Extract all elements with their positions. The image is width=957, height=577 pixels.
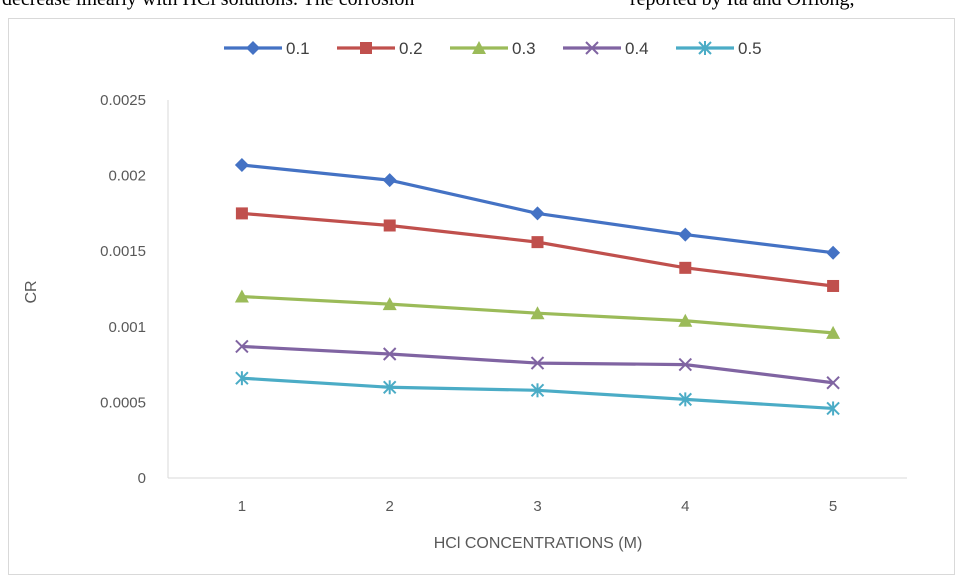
series-line bbox=[241, 211, 834, 288]
legend-marker bbox=[698, 41, 712, 55]
series-0.3 bbox=[234, 289, 841, 339]
data-point bbox=[678, 357, 693, 372]
data-point bbox=[235, 207, 248, 220]
series-line bbox=[241, 344, 834, 385]
series-0.1 bbox=[234, 158, 841, 260]
legend-item: 0.1 bbox=[224, 39, 310, 58]
data-point bbox=[827, 279, 840, 292]
data-point bbox=[531, 236, 544, 249]
x-tick-label: 2 bbox=[386, 498, 394, 515]
legend-item: 0.4 bbox=[563, 39, 649, 58]
legend-label: 0.2 bbox=[399, 39, 423, 58]
y-tick-label: 0 bbox=[138, 470, 146, 487]
chart-legend: 0.1 0.2 0.3 0.4 0.5 bbox=[224, 39, 762, 58]
legend-marker bbox=[360, 42, 372, 54]
data-point bbox=[382, 380, 397, 395]
data-point bbox=[235, 339, 249, 354]
x-tick-labels: 1 2 3 4 5 bbox=[238, 498, 838, 515]
document-text-fragment: decrease linearly with HCl solutions. Th… bbox=[0, 0, 957, 24]
data-point bbox=[678, 227, 693, 242]
data-point bbox=[530, 356, 545, 370]
legend-label: 0.4 bbox=[625, 39, 649, 58]
data-point bbox=[530, 206, 545, 221]
y-tick-label: 0.0015 bbox=[100, 243, 146, 260]
legend-label: 0.3 bbox=[512, 39, 536, 58]
x-tick-label: 3 bbox=[533, 498, 541, 515]
data-point bbox=[826, 401, 840, 416]
data-point bbox=[530, 306, 545, 320]
legend-item: 0.5 bbox=[676, 39, 762, 58]
data-point bbox=[382, 297, 397, 311]
data-point bbox=[678, 313, 693, 327]
data-point bbox=[382, 173, 397, 188]
x-axis-title: HCl CONCENTRATIONS (M) bbox=[434, 535, 643, 552]
data-point bbox=[234, 158, 249, 173]
data-point bbox=[679, 261, 692, 274]
x-tick-label: 4 bbox=[681, 498, 689, 515]
series-0.4 bbox=[235, 339, 840, 390]
data-point bbox=[382, 347, 397, 361]
legend-label: 0.5 bbox=[738, 39, 762, 58]
header-text-left: decrease linearly with HCl solutions. Th… bbox=[2, 0, 414, 11]
series-0.5 bbox=[235, 371, 840, 416]
x-tick-label: 1 bbox=[238, 498, 246, 515]
legend-marker bbox=[246, 41, 260, 55]
y-tick-label: 0.0005 bbox=[100, 394, 146, 411]
chart-series bbox=[234, 158, 841, 416]
legend-item: 0.2 bbox=[337, 39, 423, 58]
x-tick-label: 5 bbox=[829, 498, 837, 515]
data-point bbox=[235, 371, 249, 386]
header-text-right: reported by Ita and Offiong, bbox=[630, 0, 855, 11]
data-point bbox=[826, 376, 840, 390]
data-point bbox=[530, 383, 545, 398]
y-tick-label: 0.002 bbox=[108, 168, 146, 185]
data-point bbox=[826, 245, 841, 260]
y-tick-label: 0.0025 bbox=[100, 92, 146, 109]
data-point bbox=[383, 219, 396, 232]
y-axis-title: CR bbox=[23, 280, 40, 303]
legend-label: 0.1 bbox=[286, 39, 310, 58]
y-tick-label: 0.001 bbox=[108, 319, 146, 336]
data-point bbox=[826, 325, 841, 339]
chart-axes bbox=[167, 100, 907, 479]
data-point bbox=[234, 289, 249, 303]
chart-area bbox=[8, 18, 955, 575]
legend-marker bbox=[472, 41, 486, 54]
legend-item: 0.3 bbox=[450, 39, 536, 58]
series-0.2 bbox=[235, 207, 840, 292]
y-tick-labels: 0 0.0005 0.001 0.0015 0.002 0.0025 bbox=[100, 92, 146, 487]
legend-marker bbox=[585, 41, 599, 55]
data-point bbox=[678, 392, 693, 407]
